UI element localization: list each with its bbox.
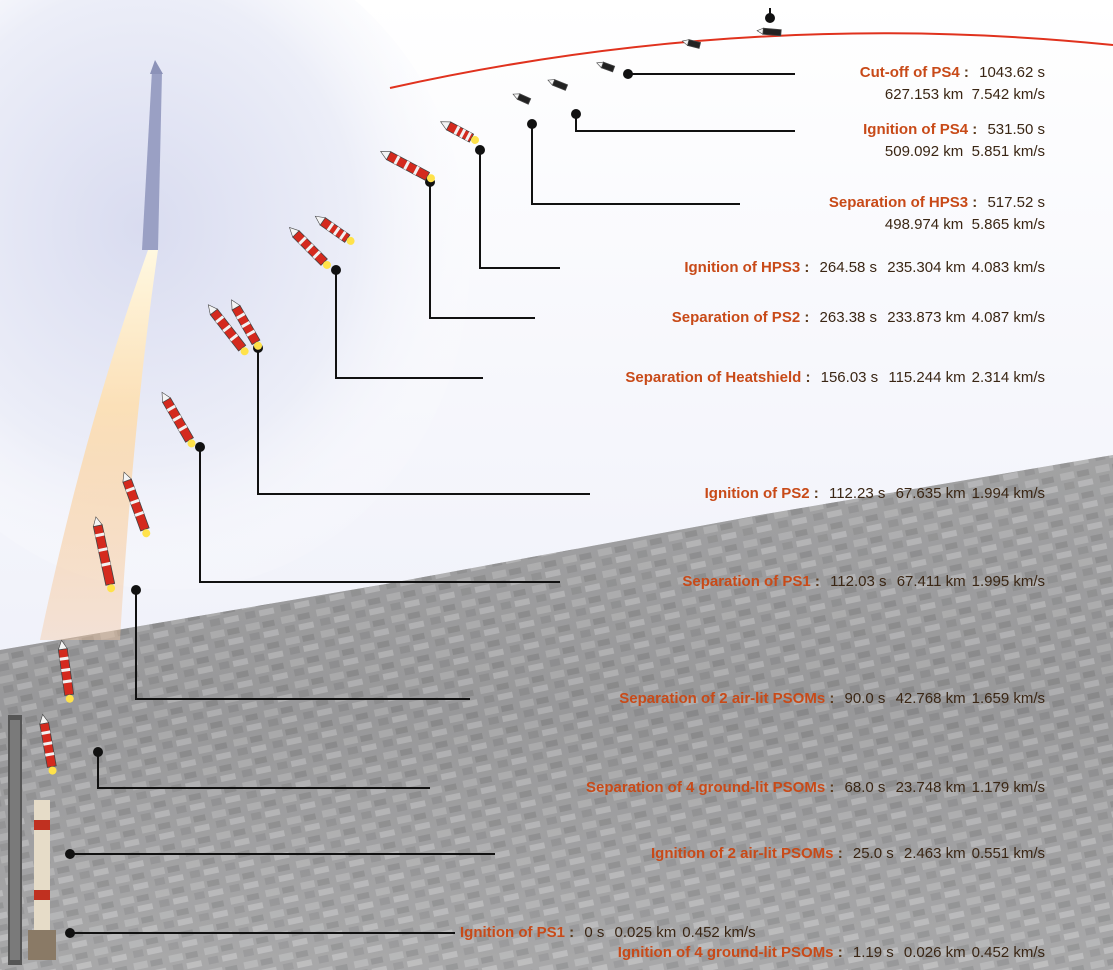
stage-icon	[547, 79, 569, 91]
stage-icon	[380, 151, 435, 183]
stage-icon	[512, 93, 532, 105]
stage-icon	[596, 61, 616, 73]
orbit-arc	[389, 32, 1113, 89]
event-label-ignition-ps4: Ignition of PS4 : 531.50 s	[863, 121, 1045, 138]
event-separation-heatshield: Separation of Heatshield : 156.03 s 115.…	[625, 369, 1045, 386]
spacecraft-separation-marker	[765, 8, 775, 23]
event-values-ignition-ps4: 509.092 km 5.851 km/s	[884, 143, 1045, 160]
stage-icon	[289, 227, 331, 269]
event-ignition-hps3: Ignition of HPS3 : 264.58 s 235.304 km 4.…	[684, 259, 1045, 276]
stage-icon	[161, 391, 196, 448]
event-values-separation-hps3: 498.974 km 5.865 km/s	[884, 216, 1045, 233]
stage-icon	[439, 121, 480, 144]
stage-icon	[57, 639, 75, 703]
stage-icon	[39, 713, 57, 775]
stage-icon	[231, 299, 262, 350]
event-separation-ps2: Separation of PS2 : 263.38 s 233.873 km 4…	[671, 309, 1045, 326]
ground-shading	[0, 455, 1113, 970]
leader-lines	[70, 73, 795, 934]
event-separation-ps1: Separation of PS1 : 112.03 s 67.411 km 1.…	[682, 573, 1045, 590]
launch-tower	[8, 715, 56, 965]
stage-icon	[681, 39, 702, 49]
stage-icon	[122, 471, 151, 538]
event-ignition-air-lit-psoms: Ignition of 2 air-lit PSOMs : 25.0 s 2.4…	[651, 845, 1045, 862]
rocket-liftoff-image	[40, 60, 163, 640]
event-ignition-ground-lit-psoms: Ignition of 4 ground-lit PSOMs : 1.19 s …	[617, 944, 1045, 961]
stage-icon	[92, 516, 116, 593]
stage-icon	[756, 27, 782, 37]
event-values-cutoff-ps4: 627.153 km 7.542 km/s	[884, 86, 1045, 103]
event-ignition-ps2: Ignition of PS2 : 112.23 s 67.635 km 1.99…	[704, 485, 1045, 502]
stage-icon	[314, 215, 355, 245]
event-label-separation-hps3: Separation of HPS3 : 517.52 s	[828, 194, 1045, 211]
event-separation-ground-lit-psoms: Separation of 4 ground-lit PSOMs : 68.0 …	[586, 779, 1045, 796]
event-label-cutoff-ps4: Cut-off of PS4 : 1043.62 s	[859, 64, 1045, 81]
event-ignition-ps1: Ignition of PS1 : 0 s 0.025 km 0.452 km/s	[460, 924, 756, 941]
stage-icon	[207, 304, 249, 356]
event-separation-air-lit-psoms: Separation of 2 air-lit PSOMs : 90.0 s 4…	[619, 690, 1045, 707]
